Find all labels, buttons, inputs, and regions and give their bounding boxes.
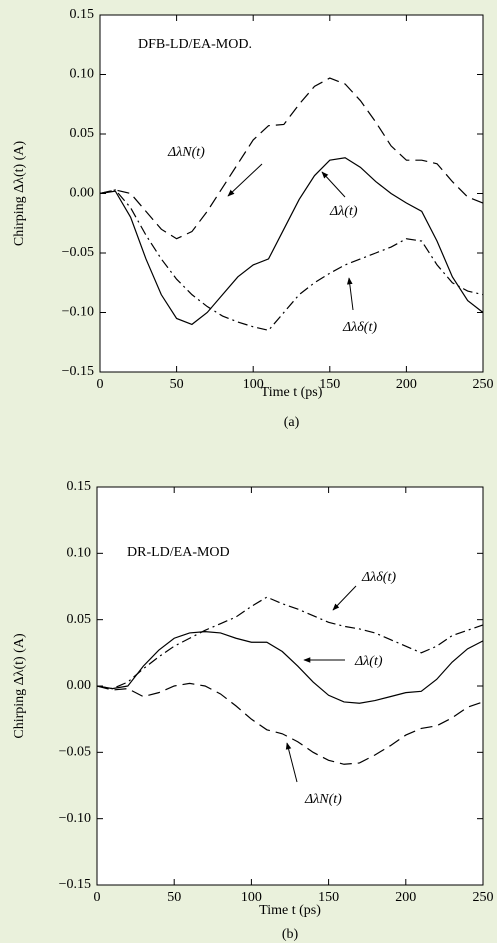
x-axis-label: Time t (ps) [259, 903, 321, 918]
series-label: Δλδ(t) [361, 570, 396, 585]
y-tick-label: −0.05 [62, 245, 94, 260]
label-arrow [285, 742, 298, 783]
y-tick-label: −0.15 [62, 364, 94, 379]
series-line [96, 596, 484, 690]
y-tick-label: −0.10 [62, 305, 94, 320]
x-tick-label: 50 [167, 890, 181, 905]
y-tick-label: 0.15 [70, 7, 95, 22]
y-tick-label: −0.05 [59, 745, 91, 760]
series-line [99, 157, 484, 326]
x-tick-label: 250 [473, 890, 494, 905]
plot-area [96, 486, 484, 886]
x-tick-label: 0 [94, 890, 101, 905]
x-tick-label: 100 [241, 890, 262, 905]
y-axis-label: Chirping Δλ(t) (A) [12, 141, 27, 247]
label-arrow [332, 585, 357, 611]
y-tick-label: 0.15 [67, 479, 92, 494]
y-tick-label: 0.10 [67, 546, 92, 561]
y-tick-label: −0.15 [59, 877, 91, 892]
y-tick-label: 0.10 [70, 67, 95, 82]
y-tick-label: 0.05 [67, 612, 92, 627]
x-axis-label: Time t (ps) [261, 385, 323, 400]
plot-area [99, 14, 484, 373]
y-tick-label: 0.00 [70, 186, 95, 201]
series-line [96, 631, 484, 704]
label-arrow [321, 171, 346, 198]
series-label: Δλ(t) [329, 204, 358, 219]
x-tick-label: 50 [170, 377, 184, 392]
series-label: Δλ(t) [354, 654, 383, 669]
x-tick-label: 250 [473, 377, 494, 392]
x-tick-label: 100 [243, 377, 264, 392]
label-arrow [227, 163, 263, 197]
annotation: DR-LD/EA-MOD [127, 545, 230, 560]
series-line [99, 77, 484, 240]
series-label: ΔλN(t) [304, 792, 342, 807]
panel-label: (b) [282, 927, 299, 942]
series-label: Δλδ(t) [342, 320, 377, 335]
x-tick-label: 200 [395, 890, 416, 905]
x-tick-label: 0 [97, 377, 104, 392]
x-tick-label: 150 [319, 377, 340, 392]
series-label: ΔλN(t) [167, 145, 205, 160]
label-arrow [347, 277, 354, 311]
x-tick-label: 150 [318, 890, 339, 905]
y-tick-label: −0.10 [59, 811, 91, 826]
y-axis-label: Chirping Δλ(t) (A) [12, 633, 27, 739]
panel-label: (a) [284, 415, 300, 430]
series-line [99, 189, 484, 332]
annotation: DFB-LD/EA-MOD. [138, 37, 252, 52]
x-tick-label: 200 [396, 377, 417, 392]
y-tick-label: 0.05 [70, 126, 95, 141]
y-tick-label: 0.00 [67, 678, 92, 693]
